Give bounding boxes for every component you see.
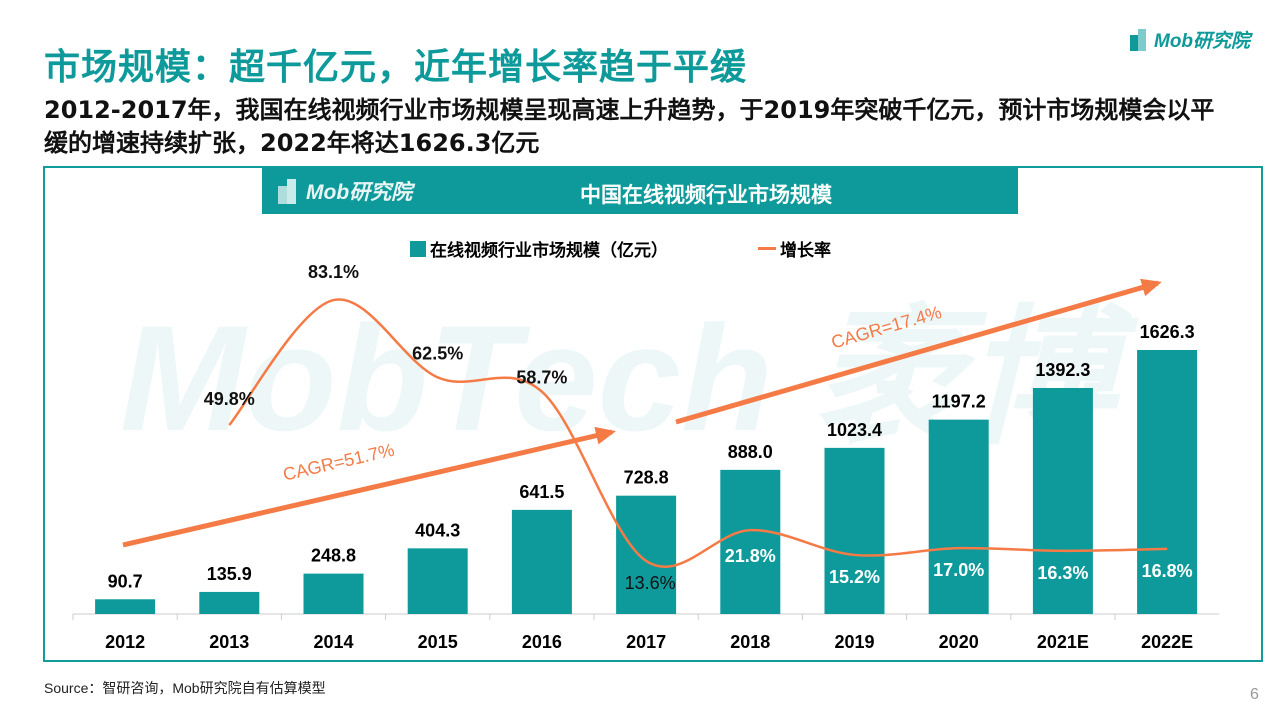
source-note: Source：智研咨询，Mob研究院自有估算模型: [44, 680, 326, 696]
x-tick-label: 2014: [313, 632, 353, 652]
bar-value-label: 248.8: [311, 546, 356, 566]
growth-rate-label: 21.8%: [725, 546, 776, 566]
page-title: 市场规模：超千亿元，近年增长率趋于平缓: [44, 47, 748, 88]
growth-rate-label: 15.2%: [829, 567, 880, 587]
bar-value-label: 1023.4: [827, 420, 882, 440]
bar: [95, 599, 156, 614]
cagr-arrow: [122, 429, 613, 548]
bar: [1032, 387, 1093, 614]
growth-rate-label: 62.5%: [412, 343, 463, 363]
legend-bar-label: 在线视频行业市场规模（亿元）: [430, 241, 668, 261]
page-number: 6: [1250, 686, 1259, 703]
bar: [824, 447, 885, 614]
arrowhead-icon: [594, 426, 616, 445]
bar-value-label: 90.7: [108, 571, 143, 591]
growth-rate-label: 58.7%: [516, 368, 567, 388]
bar-value-label: 1626.3: [1140, 322, 1195, 342]
bar-value-label: 404.3: [415, 520, 460, 540]
bar: [1137, 350, 1198, 614]
bar-value-label: 888.0: [728, 442, 773, 462]
logo-icon: [1130, 28, 1146, 51]
bar: [928, 419, 989, 614]
chart-header: Mob研究院 中国在线视频行业市场规模: [262, 168, 1018, 214]
x-tick-label: 2018: [730, 632, 770, 652]
x-tick-label: 2013: [209, 632, 249, 652]
legend-line-label: 增长率: [780, 241, 831, 261]
bar-value-label: 135.9: [207, 564, 252, 584]
arrowhead-icon: [1140, 278, 1162, 297]
cagr-arrow: [675, 280, 1159, 425]
logo-icon: [278, 179, 296, 204]
page-subtitle: 2012-2017年，我国在线视频行业市场规模呈现高速上升趋势，于2019年突破…: [44, 96, 1215, 157]
logo-text: Mob研究院: [1154, 31, 1251, 52]
chart-title: 中国在线视频行业市场规模: [580, 183, 832, 207]
bar-value-label: 1197.2: [932, 392, 986, 412]
x-tick-label: 2021E: [1037, 632, 1089, 652]
bar: [303, 573, 364, 614]
growth-rate-label: 16.3%: [1037, 563, 1088, 583]
bar: [511, 509, 572, 614]
x-tick-label: 2019: [834, 632, 874, 652]
growth-rate-label: 13.6%: [625, 573, 676, 593]
brand-logo: Mob研究院: [1128, 26, 1250, 53]
bar: [616, 495, 677, 614]
legend-bar-swatch: [410, 240, 426, 257]
chart-frame: [43, 166, 1263, 662]
growth-rate-label: 17.0%: [933, 560, 984, 580]
x-tick-label: 2017: [626, 632, 666, 652]
bar: [407, 548, 468, 614]
growth-rate-label: 16.8%: [1142, 561, 1193, 581]
growth-rate-label: 49.8%: [204, 389, 255, 409]
x-tick-label: 2015: [418, 632, 458, 652]
bar: [720, 469, 781, 614]
bar-value-label: 641.5: [519, 482, 564, 502]
chart-legend: 在线视频行业市场规模（亿元） 增长率: [410, 236, 831, 261]
chart-header-logo: Mob研究院: [276, 176, 412, 206]
growth-rate-line: [228, 298, 1168, 568]
bar-value-label: 1392.3: [1035, 360, 1090, 380]
bar-value-label: 728.8: [624, 468, 669, 488]
bar: [199, 591, 260, 614]
growth-rate-label: 83.1%: [308, 262, 359, 282]
x-tick-label: 2016: [522, 632, 562, 652]
x-tick-label: 2020: [939, 632, 979, 652]
legend-line-swatch: [758, 247, 776, 250]
x-tick-label: 2022E: [1141, 632, 1193, 652]
x-tick-label: 2012: [105, 632, 145, 652]
